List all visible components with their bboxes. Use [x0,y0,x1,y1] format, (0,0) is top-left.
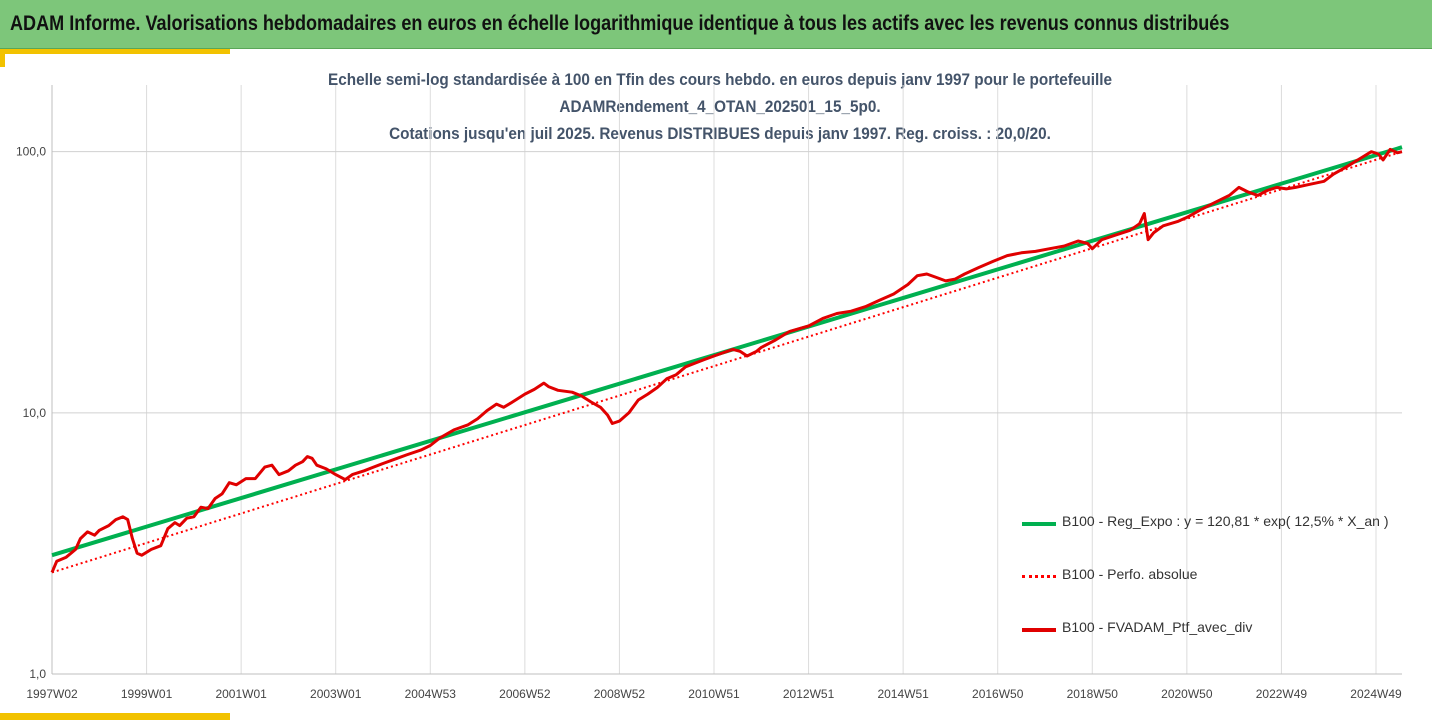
x-tick-label: 2003W01 [310,687,362,701]
chart-title-line-1: Echelle semi-log standardisée à 100 en T… [328,70,1112,89]
x-tick-label: 2010W51 [688,687,740,701]
x-tick-label: 2012W51 [783,687,835,701]
x-tick-label: 2006W52 [499,687,551,701]
legend-label-perfo-absolue: B100 - Perfo. absolue [1062,566,1198,582]
y-tick-label: 10,0 [23,406,47,420]
y-tick-label: 1,0 [29,667,46,681]
x-tick-label: 2001W01 [215,687,267,701]
x-tick-label: 1999W01 [121,687,173,701]
x-tick-label: 2018W50 [1067,687,1119,701]
x-tick-label: 2004W53 [405,687,457,701]
legend-swatch-perfo-absolue [1022,575,1056,578]
chart-title-line-3: Cotations jusqu'en juil 2025. Revenus DI… [389,124,1051,143]
series-line-portfolio [50,147,1403,573]
chart-title-line-2: ADAMRendement_4_OTAN_202501_15_5p0. [559,97,881,116]
accent-bar-top [0,49,230,54]
x-tick-label: 1997W02 [26,687,78,701]
x-tick-label: 2024W49 [1350,687,1402,701]
x-tick-label: 2014W51 [877,687,929,701]
legend-label-regression: B100 - Reg_Expo : y = 120,81 * exp( 12,5… [1062,513,1389,529]
legend-swatch-portfolio [1022,628,1056,632]
y-tick-label: 100,0 [16,145,46,159]
x-tick-label: 2020W50 [1161,687,1213,701]
page-title: ADAM Informe. Valorisations hebdomadaire… [10,12,1230,35]
accent-bar-bottom [0,713,230,720]
series-line-perfo-absolue [51,150,1403,574]
header-banner: ADAM Informe. Valorisations hebdomadaire… [0,0,1432,49]
legend-swatch-regression [1022,522,1056,526]
x-tick-label: 2022W49 [1256,687,1308,701]
x-tick-label: 2016W50 [972,687,1024,701]
legend-label-portfolio: B100 - FVADAM_Ptf_avec_div [1062,619,1253,635]
x-tick-label: 2008W52 [594,687,646,701]
accent-bar-left [0,49,5,67]
